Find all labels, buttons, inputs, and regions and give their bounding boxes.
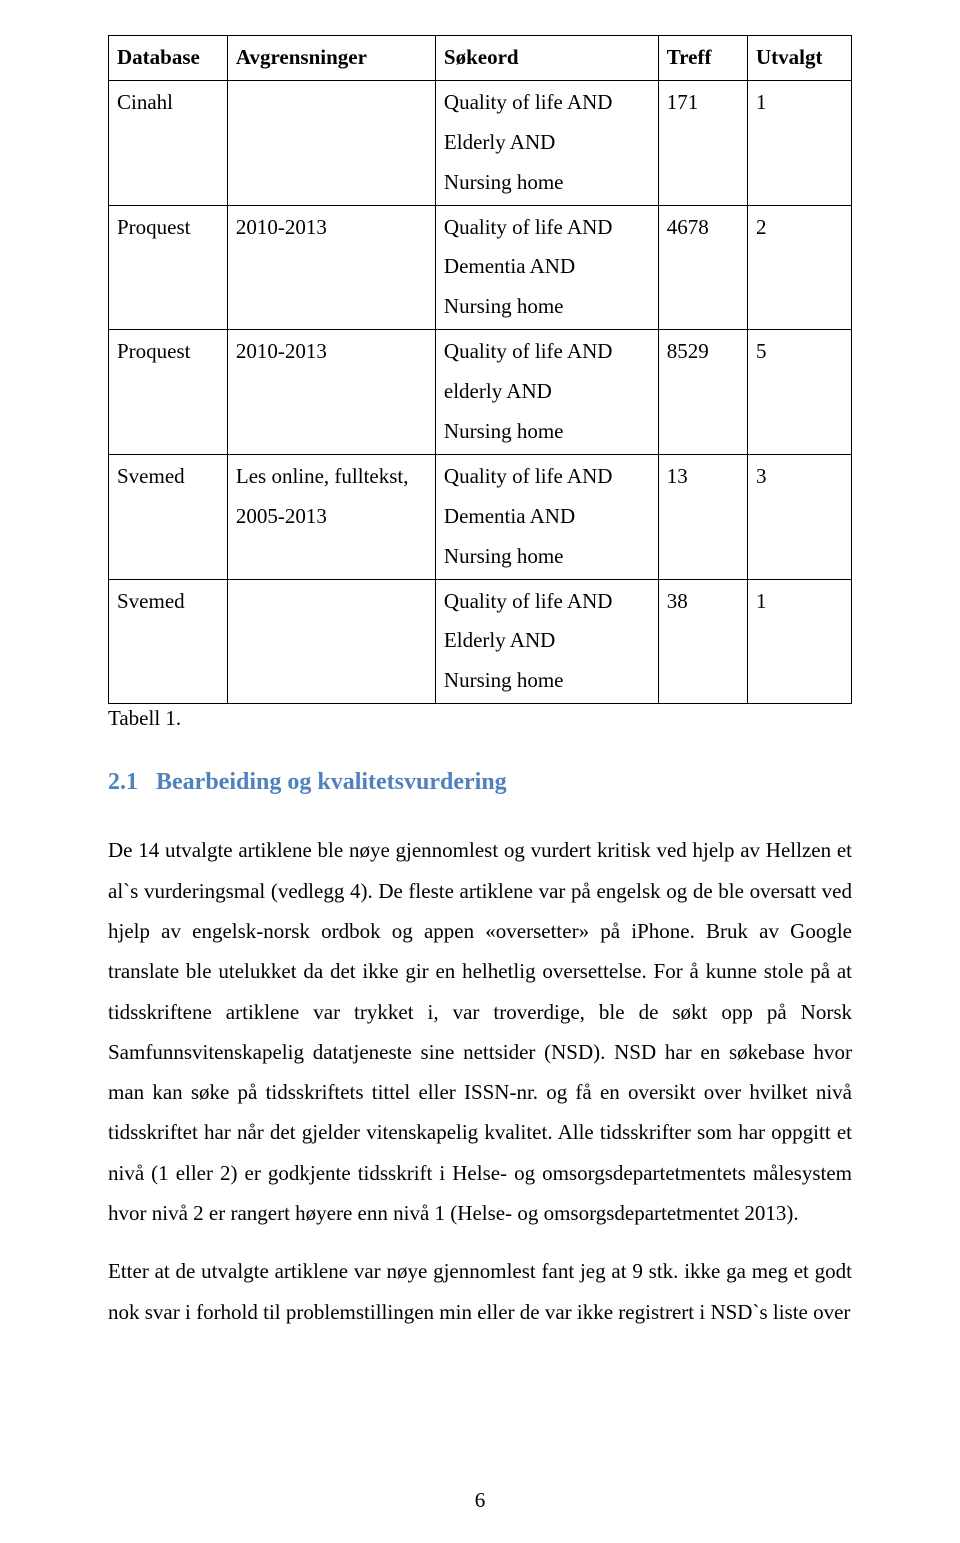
table-row: Cinahl Quality of life AND Elderly AND N…: [109, 80, 852, 205]
document-page: Database Avgrensninger Søkeord Treff Utv…: [0, 0, 960, 1543]
cell-avgrensninger: [227, 80, 435, 205]
table-row: Svemed Quality of life AND Elderly AND N…: [109, 579, 852, 704]
cell-sokeord: Quality of life AND Elderly AND Nursing …: [435, 80, 658, 205]
col-header-utvalgt: Utvalgt: [747, 36, 851, 81]
table-row: Proquest 2010-2013 Quality of life AND e…: [109, 330, 852, 455]
cell-database: Proquest: [109, 205, 228, 330]
search-results-table: Database Avgrensninger Søkeord Treff Utv…: [108, 35, 852, 704]
col-header-avgrensninger: Avgrensninger: [227, 36, 435, 81]
cell-treff: 38: [658, 579, 747, 704]
col-header-database: Database: [109, 36, 228, 81]
cell-treff: 4678: [658, 205, 747, 330]
cell-sokeord: Quality of life AND elderly AND Nursing …: [435, 330, 658, 455]
table-header-row: Database Avgrensninger Søkeord Treff Utv…: [109, 36, 852, 81]
cell-database: Cinahl: [109, 80, 228, 205]
body-paragraph-1: De 14 utvalgte artiklene ble nøye gjenno…: [108, 830, 852, 1233]
page-number: 6: [0, 1488, 960, 1513]
cell-avgrensninger: 2010-2013: [227, 205, 435, 330]
cell-utvalgt: 2: [747, 205, 851, 330]
table-row: Svemed Les online, fulltekst, 2005-2013 …: [109, 454, 852, 579]
col-header-treff: Treff: [658, 36, 747, 81]
cell-database: Svemed: [109, 454, 228, 579]
cell-treff: 8529: [658, 330, 747, 455]
section-title: Bearbeiding og kvalitetsvurdering: [156, 769, 507, 795]
body-paragraph-2: Etter at de utvalgte artiklene var nøye …: [108, 1251, 852, 1332]
table-caption: Tabell 1.: [108, 706, 852, 731]
cell-avgrensninger: Les online, fulltekst, 2005-2013: [227, 454, 435, 579]
cell-sokeord: Quality of life AND Dementia AND Nursing…: [435, 454, 658, 579]
section-heading: 2.1 Bearbeiding og kvalitetsvurdering: [108, 769, 852, 796]
cell-sokeord: Quality of life AND Elderly AND Nursing …: [435, 579, 658, 704]
cell-treff: 13: [658, 454, 747, 579]
cell-database: Proquest: [109, 330, 228, 455]
cell-utvalgt: 3: [747, 454, 851, 579]
col-header-sokeord: Søkeord: [435, 36, 658, 81]
table-body: Cinahl Quality of life AND Elderly AND N…: [109, 80, 852, 703]
cell-utvalgt: 5: [747, 330, 851, 455]
cell-avgrensninger: [227, 579, 435, 704]
cell-avgrensninger: 2010-2013: [227, 330, 435, 455]
cell-utvalgt: 1: [747, 80, 851, 205]
section-number: 2.1: [108, 769, 138, 795]
cell-database: Svemed: [109, 579, 228, 704]
cell-sokeord: Quality of life AND Dementia AND Nursing…: [435, 205, 658, 330]
table-row: Proquest 2010-2013 Quality of life AND D…: [109, 205, 852, 330]
cell-treff: 171: [658, 80, 747, 205]
cell-utvalgt: 1: [747, 579, 851, 704]
